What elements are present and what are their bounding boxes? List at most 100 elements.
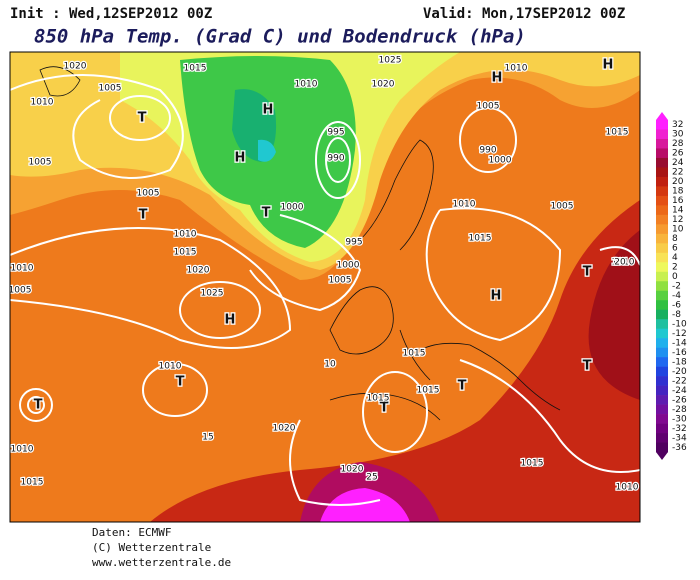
colorbar-swatch (656, 376, 668, 386)
map-label: 1020 (341, 465, 364, 475)
colorbar-swatch (656, 233, 668, 244)
copyright: (C) Wetterzentrale (92, 541, 211, 554)
map-label: T (262, 206, 271, 221)
website: www.wetterzentrale.de (92, 556, 231, 569)
colorbar-swatch (656, 404, 668, 415)
colorbar-swatch (656, 243, 668, 254)
map-label: H (491, 289, 502, 304)
colorbar-swatch (656, 433, 668, 443)
colorbar-swatch (656, 120, 668, 130)
colorbar-swatch (656, 347, 668, 358)
colorbar-label: 16 (672, 196, 684, 206)
colorbar-label: -18 (672, 357, 687, 367)
map-label: T (176, 375, 185, 390)
colorbar-label: -6 (672, 300, 681, 310)
colorbar-label: -26 (672, 395, 687, 405)
map-label: H (225, 313, 236, 328)
map-label: 1010 (453, 200, 476, 210)
map-label: 1025 (201, 289, 224, 299)
colorbar-label: 18 (672, 187, 684, 197)
map-label: 1015 (417, 386, 440, 396)
map-label: 1000 (281, 203, 304, 213)
map-label: T (583, 265, 592, 280)
map-label: 1005 (9, 286, 32, 296)
colorbar-cap (656, 452, 668, 460)
colorbar-label: 20 (672, 177, 684, 187)
map-label: T (458, 379, 467, 394)
colorbar-swatch (656, 338, 668, 348)
map-label: 1010 (612, 258, 635, 268)
map-label: 20 (614, 258, 626, 268)
map-label: 990 (479, 146, 496, 156)
colorbar-swatch (656, 423, 668, 434)
colorbar-swatch (656, 271, 668, 282)
colorbar-cap (656, 112, 668, 120)
map-label: 15 (202, 433, 213, 443)
map-title: 850 hPa Temp. (Grad C) und Bodendruck (h… (34, 26, 526, 48)
colorbar-swatch (656, 205, 668, 216)
map-label: 1005 (477, 102, 500, 112)
isobars (10, 74, 640, 506)
colorbar-label: -8 (672, 310, 681, 320)
colorbar-label: 24 (672, 158, 684, 168)
colorbar-swatch (656, 262, 668, 273)
map-label: 1010 (505, 64, 528, 74)
map-label: 1005 (137, 189, 160, 199)
colorbar-label: -4 (672, 291, 681, 301)
map-label: 1020 (273, 424, 296, 434)
valid-time: Valid: Mon,17SEP2012 00Z (423, 6, 625, 22)
data-source: Daten: ECMWF (92, 526, 171, 539)
colorbar-label: -12 (672, 329, 687, 339)
colorbar-label: 26 (672, 149, 684, 159)
map-label: 1000 (337, 261, 360, 271)
colorbar-swatch (656, 319, 668, 329)
colorbar-label: 0 (672, 272, 678, 282)
colorbar-swatch (656, 366, 668, 377)
map-label: 1005 (99, 84, 122, 94)
colorbar-label: -32 (672, 424, 687, 434)
temperature-field (588, 230, 640, 400)
map-label: T (34, 398, 43, 413)
map-label: 1015 (174, 248, 197, 258)
map-label: 1010 (616, 483, 639, 493)
colorbar-label: 28 (672, 139, 684, 149)
colorbar-swatch (656, 129, 668, 140)
map-label: 1010 (159, 362, 182, 372)
colorbar-label: 32 (672, 120, 683, 130)
map-label: T (380, 401, 389, 416)
map-label: 1025 (379, 56, 402, 66)
colorbar-label: -2 (672, 282, 681, 292)
map: 1020 1015 1010 1005 T 1005 1005 T 1010 1015 1020 10… (9, 52, 640, 522)
colorbar-swatch (656, 138, 668, 149)
colorbar-swatch (656, 290, 668, 301)
map-label: 1010 (11, 445, 34, 455)
colorbar-swatch (656, 186, 668, 197)
colorbar-label: 8 (672, 234, 678, 244)
map-label: 990 (327, 154, 344, 164)
map-label: 1005 (329, 276, 352, 286)
map-label: T (583, 359, 592, 374)
map-label: H (235, 151, 246, 166)
colorbar-label: -22 (672, 376, 687, 386)
colorbar-label: -10 (672, 319, 687, 329)
colorbar-label: 22 (672, 168, 683, 178)
map-label: 1020 (64, 62, 87, 72)
colorbar-swatch (656, 385, 668, 396)
colorbar-label: -24 (672, 386, 687, 396)
map-label: 1015 (606, 128, 629, 138)
colorbar-label: -36 (672, 443, 687, 453)
colorbar-swatch (656, 157, 668, 168)
temperature-field (150, 200, 640, 522)
colorbar-label: -30 (672, 414, 687, 424)
map-label: H (492, 71, 503, 86)
map-label: 1015 (403, 349, 426, 359)
map-label: 1010 (11, 264, 34, 274)
colorbar-swatch (656, 252, 668, 263)
temperature-field (320, 488, 410, 522)
colorbar-label: -20 (672, 367, 687, 377)
map-label: 995 (345, 238, 362, 248)
map-label: 1020 (372, 80, 395, 90)
colorbar-label: -16 (672, 348, 687, 358)
colorbar-label: -14 (672, 338, 687, 348)
